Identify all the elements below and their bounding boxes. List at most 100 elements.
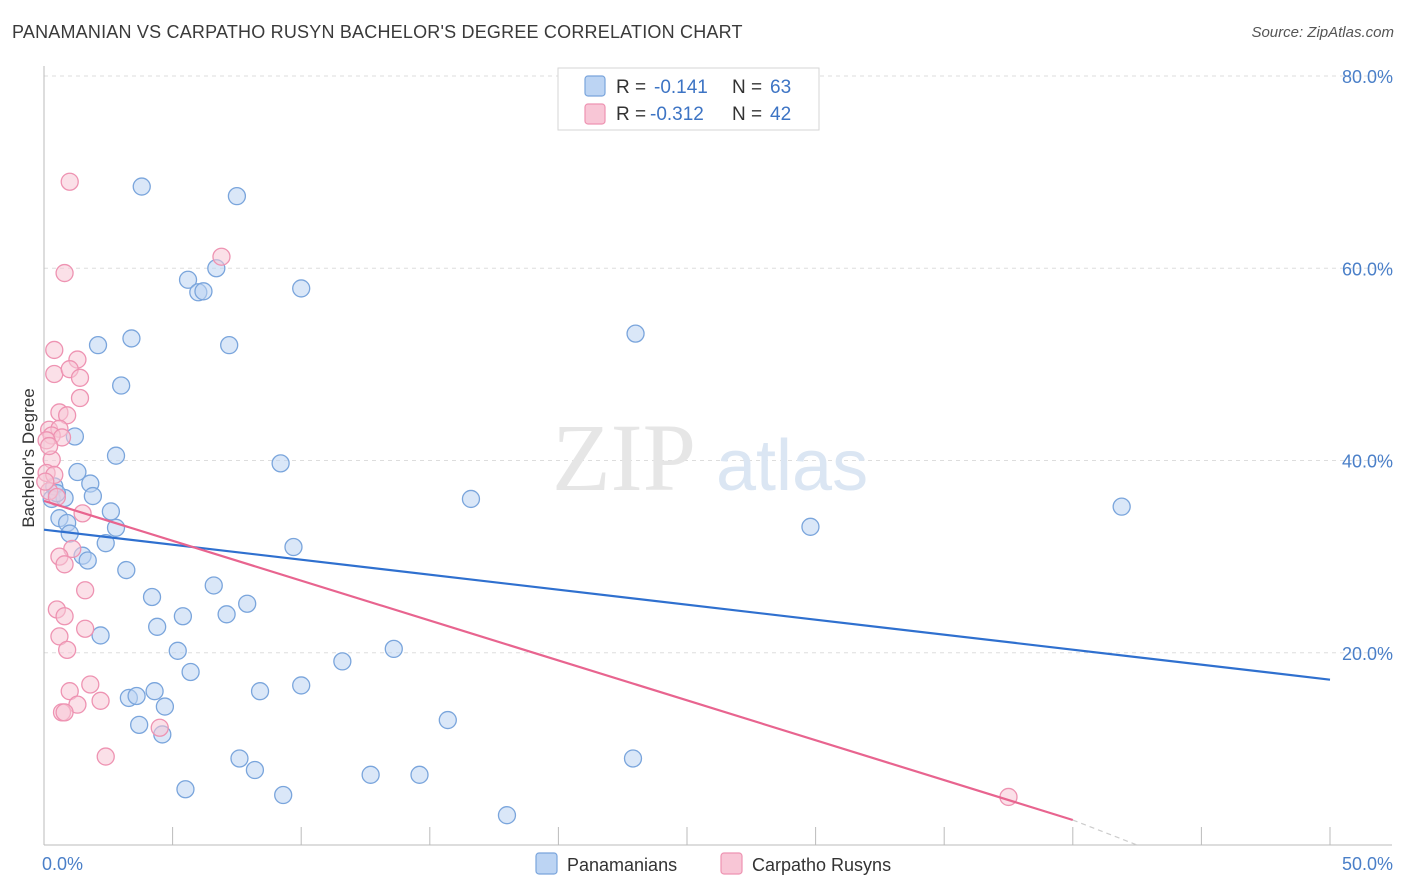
- point-carpatho-rusyns-29: [50, 627, 69, 646]
- point-carpatho-rusyns-2: [212, 247, 231, 266]
- point-carpatho-rusyns-30: [57, 640, 77, 660]
- y-tick-label-20: 20.0%: [1342, 644, 1393, 664]
- trendline-extension-carpatho-rusyns: [1072, 819, 1138, 846]
- point-panamanians-29: [96, 534, 115, 553]
- legend-n-value-blue: 63: [770, 77, 791, 98]
- series-legend-label-carpatho-rusyns: Carpatho Rusyns: [752, 855, 891, 875]
- point-panamanians-42: [384, 639, 403, 659]
- y-tick-label-60: 60.0%: [1342, 259, 1393, 279]
- point-panamanians-20: [83, 486, 103, 506]
- point-panamanians-49: [127, 686, 146, 706]
- point-panamanians-3: [178, 270, 198, 289]
- point-panamanians-61: [497, 806, 517, 825]
- point-carpatho-rusyns-40: [36, 472, 55, 491]
- point-panamanians-56: [361, 765, 380, 784]
- legend-r-label-pink: R =: [616, 104, 646, 125]
- legend-n-value-pink: 42: [770, 104, 791, 125]
- point-panamanians-10: [626, 324, 645, 343]
- point-panamanians-58: [623, 749, 643, 768]
- point-panamanians-41: [168, 641, 187, 660]
- point-carpatho-rusyns-28: [76, 619, 95, 638]
- point-panamanians-22: [1112, 497, 1131, 516]
- legend-n-label-pink: N =: [732, 104, 762, 125]
- point-panamanians-43: [333, 652, 352, 671]
- legend-r-value-pink: -0.312: [650, 104, 704, 125]
- point-panamanians-36: [238, 594, 257, 613]
- point-panamanians-5: [194, 282, 213, 301]
- watermark: ZIP atlas: [552, 404, 868, 511]
- point-panamanians-55: [245, 760, 265, 780]
- point-panamanians-32: [78, 551, 97, 570]
- series-legend-swatch-carpatho-rusyns: [720, 852, 743, 875]
- point-carpatho-rusyns-37: [150, 718, 169, 737]
- point-carpatho-rusyns-32: [60, 682, 79, 701]
- point-panamanians-50: [155, 697, 175, 716]
- gridlines: [44, 75, 1392, 654]
- point-carpatho-rusyns-33: [91, 691, 110, 710]
- point-carpatho-rusyns-10: [57, 406, 77, 425]
- point-panamanians-34: [204, 576, 223, 595]
- x-tick-labels: 0.0% 50.0%: [42, 854, 1393, 874]
- series-legend-label-panamanians: Panamanians: [567, 855, 677, 875]
- point-carpatho-rusyns-38: [96, 747, 115, 766]
- point-panamanians-44: [181, 662, 200, 682]
- point-panamanians-23: [101, 502, 121, 521]
- x-tick-label-max: 50.0%: [1342, 854, 1393, 874]
- y-tick-label-80: 80.0%: [1342, 67, 1393, 87]
- point-carpatho-rusyns-24: [55, 555, 74, 574]
- series-legend-swatch-panamanians: [535, 852, 558, 875]
- point-panamanians-46: [250, 682, 270, 701]
- point-carpatho-rusyns-27: [55, 607, 74, 626]
- point-panamanians-27: [801, 517, 820, 536]
- point-carpatho-rusyns-31: [81, 675, 100, 694]
- point-panamanians-52: [130, 715, 149, 734]
- point-panamanians-9: [220, 335, 239, 355]
- point-carpatho-rusyns-7: [70, 368, 90, 387]
- point-panamanians-6: [292, 279, 311, 298]
- legend-swatch-blue: [584, 75, 606, 97]
- y-tick-label-40: 40.0%: [1342, 452, 1393, 472]
- point-panamanians-13: [106, 446, 126, 465]
- legend-r-value-blue: -0.141: [654, 77, 708, 98]
- point-panamanians-15: [68, 462, 87, 482]
- point-panamanians-1: [227, 187, 247, 206]
- trendline-carpatho-rusyns: [43, 499, 1074, 822]
- point-carpatho-rusyns-1: [55, 263, 74, 283]
- point-carpatho-rusyns-36: [55, 703, 74, 722]
- source-label: Source: ZipAtlas.com: [1251, 24, 1394, 41]
- point-carpatho-rusyns-0: [60, 172, 79, 191]
- point-panamanians-40: [91, 626, 110, 645]
- point-panamanians-60: [274, 785, 293, 805]
- watermark-atlas: atlas: [716, 426, 868, 506]
- watermark-zip: ZIP: [552, 404, 696, 511]
- point-panamanians-21: [461, 489, 481, 509]
- series-legend: Panamanians Carpatho Rusyns: [535, 852, 891, 875]
- point-panamanians-14: [271, 454, 290, 473]
- stats-legend: R = -0.141 N = 63 R = -0.312 N = 42: [557, 67, 820, 131]
- point-panamanians-35: [142, 587, 162, 607]
- chart-title: PANAMANIAN VS CARPATHO RUSYN BACHELOR'S …: [12, 22, 743, 42]
- legend-swatch-pink: [584, 103, 606, 125]
- point-carpatho-rusyns-3: [45, 340, 64, 360]
- point-panamanians-47: [145, 682, 164, 701]
- point-panamanians-8: [88, 335, 108, 355]
- trendline-panamanians: [43, 528, 1331, 681]
- point-panamanians-37: [173, 607, 193, 626]
- point-panamanians-54: [230, 749, 249, 768]
- series-carpatho-rusyns: [36, 172, 1018, 807]
- point-carpatho-rusyns-8: [70, 388, 90, 408]
- point-panamanians-30: [284, 537, 303, 557]
- point-carpatho-rusyns-5: [45, 364, 64, 384]
- point-panamanians-0: [132, 177, 151, 196]
- point-panamanians-7: [122, 329, 141, 348]
- point-panamanians-38: [217, 605, 236, 624]
- point-panamanians-57: [410, 765, 429, 784]
- point-panamanians-33: [117, 560, 136, 580]
- point-panamanians-51: [438, 710, 457, 730]
- x-tick-label-min: 0.0%: [42, 854, 83, 874]
- point-carpatho-rusyns-41: [39, 436, 59, 456]
- legend-n-label-blue: N =: [732, 77, 762, 98]
- point-carpatho-rusyns-25: [76, 581, 95, 600]
- point-panamanians-45: [292, 676, 311, 695]
